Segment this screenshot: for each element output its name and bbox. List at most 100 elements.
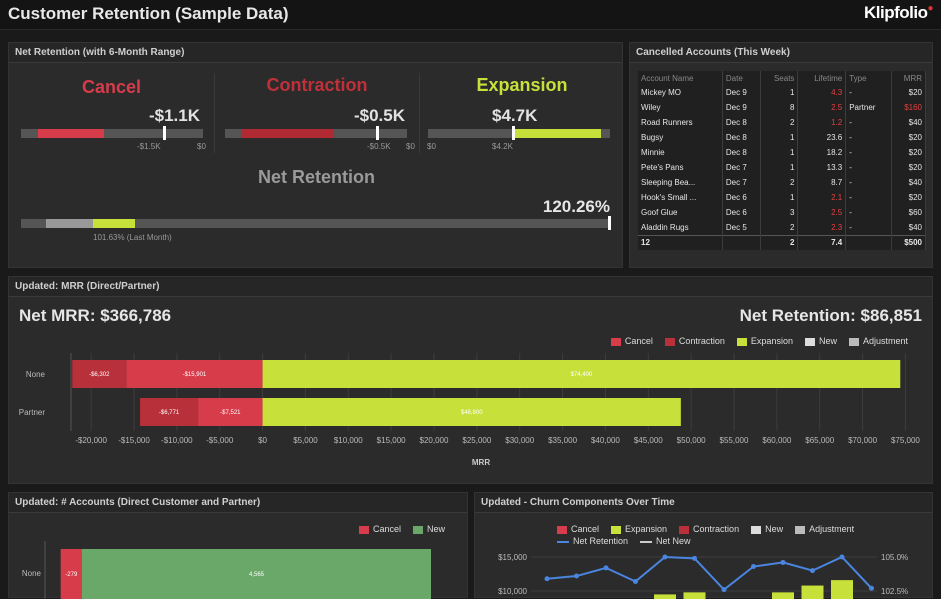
- legend-label: Cancel: [624, 336, 653, 346]
- table-cell: 8.7: [797, 175, 847, 190]
- line-point[interactable]: [810, 568, 815, 574]
- klipfolio-logo[interactable]: Klipfolio●: [864, 3, 933, 23]
- table-cell: 2: [760, 115, 799, 130]
- line-point[interactable]: [721, 587, 727, 593]
- legend-item[interactable]: Expansion: [611, 524, 667, 534]
- bar[interactable]: [654, 594, 676, 599]
- table-cell: -: [845, 115, 892, 130]
- legend-item[interactable]: Cancel: [557, 524, 599, 534]
- x-tick-label: $20,000: [420, 436, 449, 445]
- panel-header: Cancelled Accounts (This Week): [630, 43, 932, 63]
- line-point[interactable]: [633, 578, 638, 584]
- table-row[interactable]: Minnie Dec 8 1 18.2- $20: [638, 145, 927, 160]
- expansion-title: Expansion: [476, 75, 568, 95]
- table-row[interactable]: Mickey MO Dec 9 1 4.3- $20: [638, 85, 927, 100]
- net-mrr-headline: Net MRR: $366,786: [19, 306, 172, 325]
- legend-item[interactable]: Cancel: [610, 336, 653, 346]
- net-retention-headline: Net Retention: $86,851: [739, 306, 922, 325]
- legend-item[interactable]: New: [412, 524, 445, 534]
- line-point[interactable]: [574, 573, 579, 579]
- cancel-bar: [21, 126, 203, 140]
- table-cell: Aladdin Rugs: [638, 220, 723, 235]
- legend-item[interactable]: Net Retention: [557, 536, 628, 546]
- table-row[interactable]: Goof Glue Dec 6 3 2.5- $60: [638, 205, 927, 220]
- legend-label: New: [818, 336, 837, 346]
- table-cell: $40: [891, 220, 927, 235]
- table-row[interactable]: Pete's Pans Dec 7 1 13.3- $20: [638, 160, 927, 175]
- legend-item[interactable]: New: [751, 524, 783, 534]
- column-header[interactable]: MRR: [891, 71, 927, 85]
- legend-item[interactable]: Contraction: [679, 524, 739, 534]
- line-point[interactable]: [780, 559, 786, 565]
- cancel-gauge[interactable]: Cancel -$1.1K -$1.5K $0: [9, 65, 214, 165]
- bar-segment[interactable]: [82, 549, 431, 599]
- column-header[interactable]: Seats: [760, 71, 799, 85]
- total-cell: 12: [638, 234, 723, 250]
- x-tick-label: $25,000: [462, 436, 491, 445]
- x-axis-title: MRR: [472, 458, 490, 467]
- legend-swatch: [557, 525, 567, 534]
- net-retention-bar[interactable]: [21, 216, 611, 230]
- table-cell: Pete's Pans: [638, 160, 723, 175]
- bar-segment[interactable]: [72, 360, 127, 388]
- churn-panel: Updated - Churn Components Over Time Can…: [474, 492, 933, 599]
- top-bar: Customer Retention (Sample Data) Klipfol…: [0, 0, 941, 30]
- line-point[interactable]: [662, 554, 668, 560]
- line-point[interactable]: [544, 576, 550, 582]
- bar[interactable]: [801, 585, 824, 599]
- expansion-gauge[interactable]: Expansion $4.7K $0 $4.2K: [420, 65, 624, 165]
- bar-segment[interactable]: [198, 398, 263, 426]
- contraction-gauge[interactable]: Contraction -$0.5K -$0.5K $0: [215, 65, 419, 165]
- bar-segment[interactable]: [60, 549, 82, 599]
- bar-segment[interactable]: [262, 398, 681, 426]
- line-point[interactable]: [751, 564, 756, 570]
- cancelled-table-wrap: Account Name Date Seats Lifetime Type MRR Mic…: [638, 71, 927, 250]
- bar[interactable]: [683, 592, 706, 599]
- table-cell: 2.5: [797, 205, 847, 220]
- data-label: $74,400: [571, 372, 593, 378]
- table-cell: 3: [760, 205, 799, 220]
- table-cell: Dec 9: [722, 85, 761, 100]
- contraction-bar: [225, 126, 407, 140]
- x-tick-label: $60,000: [762, 436, 791, 445]
- legend-item[interactable]: New: [804, 336, 837, 346]
- bar[interactable]: [831, 580, 853, 599]
- column-header[interactable]: Account Name: [638, 71, 723, 85]
- table-row[interactable]: Bugsy Dec 8 1 23.6- $20: [638, 130, 927, 145]
- legend-label: Net Retention: [573, 536, 629, 546]
- panel-header: Updated: # Accounts (Direct Customer and…: [9, 493, 467, 513]
- table-cell: Bugsy: [638, 130, 723, 145]
- column-header[interactable]: Type: [845, 71, 892, 85]
- column-header[interactable]: Date: [722, 71, 761, 85]
- table-cell: $20: [891, 130, 927, 145]
- bar-segment[interactable]: [140, 398, 199, 426]
- churn-chart: $15,000 $10,000 105.0% 102.5%: [498, 553, 908, 599]
- legend-item[interactable]: Contraction: [664, 336, 725, 346]
- table-cell: 1: [760, 190, 799, 205]
- churn-legend: Cancel Expansion Contraction New Adjustment N…: [557, 524, 927, 546]
- legend-item[interactable]: Cancel: [358, 524, 401, 534]
- bar[interactable]: [772, 592, 794, 599]
- table-row[interactable]: Wiley Dec 9 8 2.5 Partner $160: [638, 100, 927, 115]
- bar-segment[interactable]: [262, 360, 901, 388]
- line-point[interactable]: [603, 565, 609, 571]
- table-cell: -: [845, 85, 892, 100]
- mrr-panel: Updated: MRR (Direct/Partner) Net MRR: $…: [8, 276, 933, 484]
- column-header[interactable]: Lifetime: [797, 71, 847, 85]
- line-point[interactable]: [692, 555, 697, 561]
- table-row[interactable]: Aladdin Rugs Dec 5 2 2.3- $40: [638, 220, 927, 235]
- x-tick-label: $70,000: [848, 436, 877, 445]
- y-tick-label: Partner: [19, 408, 46, 417]
- table-row[interactable]: Sleeping Bea... Dec 7 2 8.7- $40: [638, 175, 927, 190]
- legend-item[interactable]: Adjustment: [795, 524, 854, 534]
- legend-item[interactable]: Adjustment: [848, 336, 908, 346]
- bar-segment[interactable]: [126, 360, 263, 388]
- legend-item[interactable]: Expansion: [736, 336, 793, 346]
- legend-label: Cancel: [571, 524, 600, 534]
- line-point[interactable]: [839, 554, 845, 560]
- table-row[interactable]: Hook's Small ... Dec 6 1 2.1- $20: [638, 190, 927, 205]
- legend-item[interactable]: Net New: [640, 536, 691, 546]
- table-cell: 2.1: [797, 190, 847, 205]
- table-row[interactable]: Road Runners Dec 8 2 1.2- $40: [638, 115, 927, 130]
- line-point[interactable]: [869, 585, 874, 591]
